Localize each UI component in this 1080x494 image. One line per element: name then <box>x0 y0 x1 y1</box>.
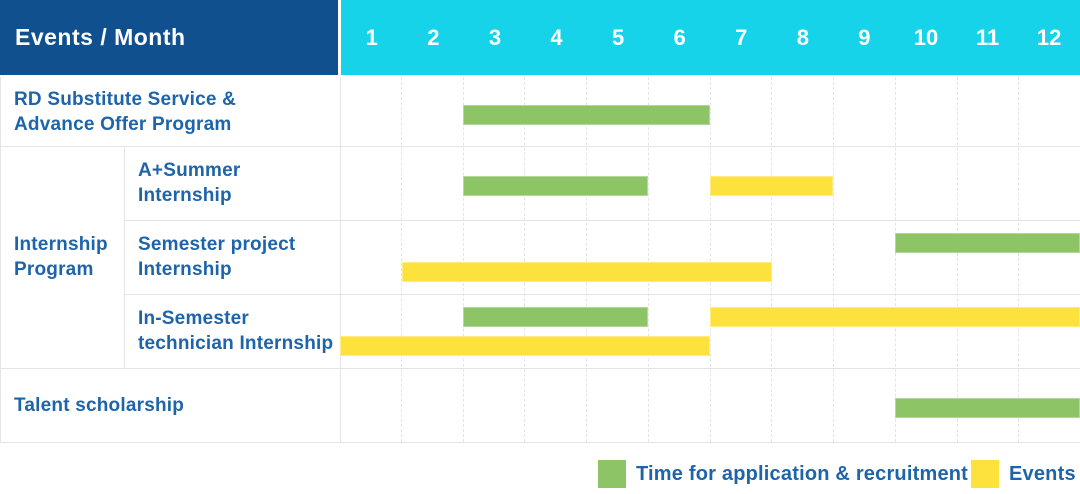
month-header-cell-10: 10 <box>913 24 939 50</box>
month-header-cell-11: 11 <box>975 24 1000 50</box>
gantt-bar-event-in-semester-technician <box>710 307 1080 327</box>
row-label-line: Advance Offer Program <box>14 113 232 135</box>
month-column-3 <box>464 77 526 442</box>
month-column-7 <box>711 77 773 442</box>
gantt-bar-application-in-semester-technician <box>463 307 649 327</box>
gantt-bar-event-a-plus-summer <box>710 176 834 196</box>
corner-header-events-month: Events / Month <box>0 0 338 75</box>
group-label-line: Internship <box>14 234 108 255</box>
gantt-bar-application-talent-scholarship <box>895 398 1080 418</box>
month-header-cell-4: 4 <box>550 24 563 50</box>
month-column-10 <box>896 77 958 442</box>
gantt-bar-application-a-plus-summer <box>463 176 649 196</box>
gantt-bar-event-semester-project <box>401 262 772 282</box>
month-column-1 <box>340 77 402 442</box>
row-label-line: A+Summer <box>138 160 241 181</box>
month-column-9 <box>834 77 896 442</box>
row-label-line: In-Semester <box>138 308 249 329</box>
month-column-12 <box>1019 77 1080 442</box>
month-header-cell-5: 5 <box>611 24 625 50</box>
row-label-semester-project: Semester project Internship <box>124 220 340 294</box>
month-header-cell-6: 6 <box>673 24 686 50</box>
table-left-border <box>0 77 1 442</box>
row-label-a-plus-summer: A+Summer Internship <box>124 146 340 220</box>
month-gridlines <box>340 77 1080 442</box>
month-column-2 <box>402 77 464 442</box>
row-label-line: technician Internship <box>138 333 334 354</box>
legend-item-application: Time for application & recruitment <box>598 459 968 489</box>
row-label-line: RD Substitute Service & <box>14 88 237 110</box>
row-label-line: Semester project <box>138 234 296 255</box>
month-header-cell-1: 1 <box>365 24 378 50</box>
subrow-divider <box>124 294 1080 295</box>
month-column-5 <box>587 77 649 442</box>
legend-swatch-application-green <box>598 460 626 488</box>
row-label-line: Talent scholarship <box>14 394 185 416</box>
month-header-cell-7: 7 <box>735 24 748 50</box>
gantt-bar-event-in-semester-technician <box>340 336 710 356</box>
month-header-cell-9: 9 <box>858 24 871 50</box>
legend-label-events: Events <box>1009 462 1076 485</box>
month-header-cell-12: 12 <box>1036 24 1062 50</box>
row-label-rd-substitute: RD Substitute Service & Advance Offer Pr… <box>0 77 340 146</box>
month-column-8 <box>772 77 834 442</box>
row-label-in-semester-technician: In-Semester technician Internship <box>124 294 340 368</box>
gantt-bar-application-semester-project <box>895 233 1080 253</box>
table-bottom-border <box>0 442 1080 443</box>
group-label-internship-program: Internship Program <box>0 146 124 368</box>
month-column-11 <box>958 77 1020 442</box>
corner-header-label: Events / Month <box>15 24 186 50</box>
month-header-cell-3: 3 <box>488 24 502 50</box>
legend-swatch-events-yellow <box>971 460 999 488</box>
month-column-4 <box>525 77 587 442</box>
month-header-row: 1 2 3 4 5 6 7 8 9 10 11 12 <box>341 0 1080 75</box>
month-header-cell-8: 8 <box>796 24 809 50</box>
legend-item-events: Events <box>971 459 1076 489</box>
row-label-line: Internship <box>138 259 232 280</box>
row-label-talent-scholarship: Talent scholarship <box>0 368 340 442</box>
row-divider <box>0 146 1080 147</box>
row-divider <box>0 368 1080 369</box>
month-header-cell-2: 2 <box>427 24 440 50</box>
legend-label-application: Time for application & recruitment <box>636 462 969 485</box>
month-column-6 <box>649 77 711 442</box>
gantt-bar-application-rd-substitute <box>463 105 710 125</box>
subrow-divider <box>124 220 1080 221</box>
label-chart-divider <box>340 77 341 442</box>
group-subrow-divider <box>124 146 125 368</box>
group-label-line: Program <box>14 259 94 280</box>
row-label-line: Internship <box>138 185 232 206</box>
